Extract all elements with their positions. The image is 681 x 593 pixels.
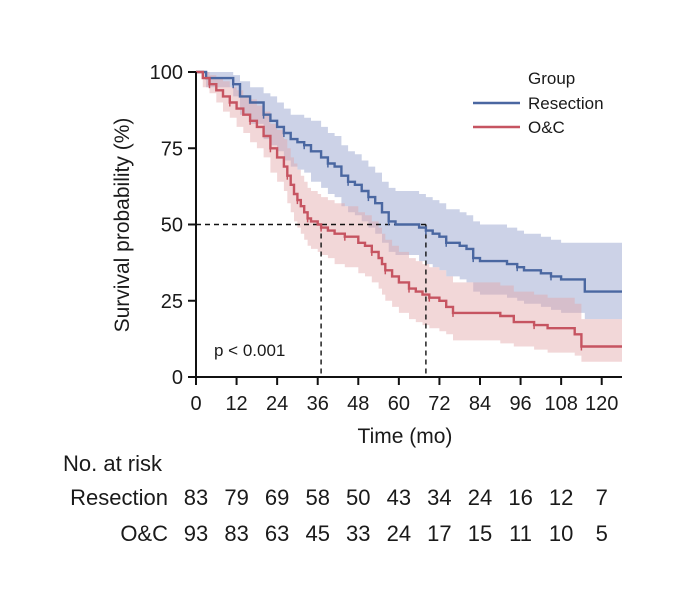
- y-tick-label: 0: [172, 367, 183, 389]
- x-tick-label: 60: [388, 393, 410, 415]
- survival-curve-resection: [196, 70, 622, 293]
- x-tick-label: 84: [469, 393, 491, 415]
- risk-count: 7: [596, 485, 608, 510]
- risk-count: 33: [346, 521, 370, 546]
- x-tick-label: 120: [585, 393, 618, 415]
- risk-count: 34: [427, 485, 451, 510]
- risk-count: 58: [305, 485, 329, 510]
- risk-count: 12: [549, 485, 573, 510]
- risk-count: 11: [509, 521, 532, 546]
- ci-band-resection: [196, 72, 622, 320]
- risk-count: 43: [387, 485, 411, 510]
- risk-count: 17: [427, 521, 451, 546]
- legend-title: Group: [528, 69, 575, 88]
- risk-count: 10: [549, 521, 573, 546]
- risk-row-label: O&C: [120, 521, 168, 546]
- x-tick-label: 96: [509, 393, 531, 415]
- risk-count: 45: [305, 521, 329, 546]
- x-tick-label: 108: [544, 393, 577, 415]
- ci-band-o-c: [196, 72, 622, 362]
- risk-count: 79: [224, 485, 248, 510]
- risk-count: 16: [508, 485, 532, 510]
- x-tick-label: 48: [347, 393, 369, 415]
- x-axis-title: Time (mo): [358, 425, 453, 448]
- risk-count: 93: [184, 521, 208, 546]
- x-tick-label: 72: [428, 393, 450, 415]
- y-tick-label: 75: [161, 138, 183, 160]
- legend-label: Resection: [528, 94, 604, 113]
- risk-count: 15: [468, 521, 492, 546]
- risk-count: 24: [387, 521, 411, 546]
- x-tick-label: 12: [225, 393, 247, 415]
- y-axis-title: Survival probability (%): [111, 118, 134, 333]
- risk-count: 69: [265, 485, 289, 510]
- risk-count: 5: [596, 521, 608, 546]
- x-tick-label: 36: [307, 393, 329, 415]
- risk-count: 24: [468, 485, 492, 510]
- x-tick-label: 0: [190, 393, 201, 415]
- y-tick-label: 100: [150, 62, 183, 84]
- x-tick-label: 24: [266, 393, 288, 415]
- y-tick-label: 50: [161, 215, 183, 237]
- risk-table-title: No. at risk: [63, 451, 163, 476]
- risk-count: 63: [265, 521, 289, 546]
- risk-count: 50: [346, 485, 370, 510]
- risk-row-label: Resection: [70, 485, 168, 510]
- risk-count: 83: [224, 521, 248, 546]
- y-tick-label: 25: [161, 291, 183, 313]
- legend-label: O&C: [528, 118, 565, 137]
- p-value-annotation: p < 0.001: [214, 341, 285, 360]
- risk-count: 83: [184, 485, 208, 510]
